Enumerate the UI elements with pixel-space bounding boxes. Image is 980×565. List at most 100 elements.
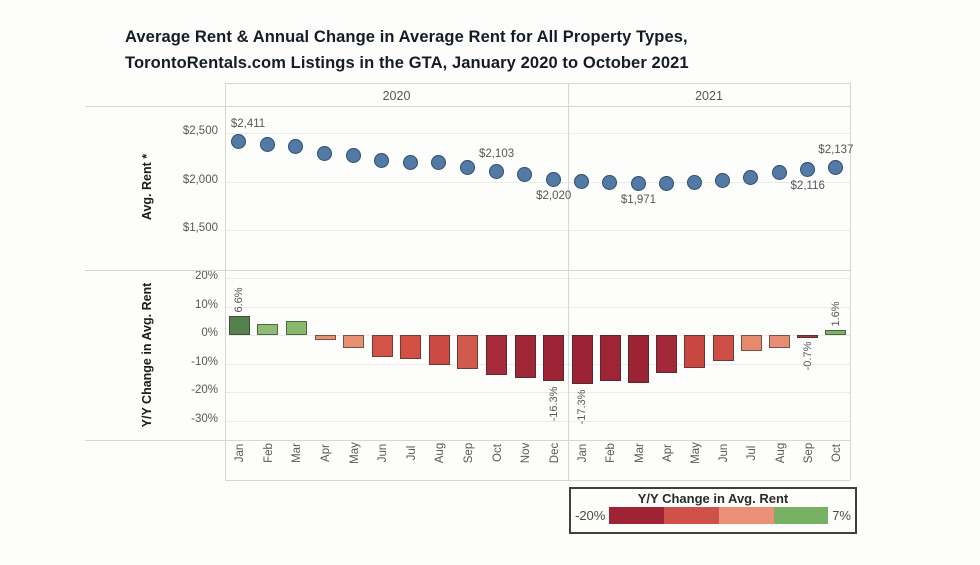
rent-point[interactable] [715, 172, 731, 188]
month-tick-label: Feb [605, 443, 618, 464]
gridline [225, 392, 850, 393]
bar-value-label: 6.6% [233, 287, 246, 313]
rent-point[interactable] [345, 148, 361, 164]
yoy-axis-tick-label: 10% [194, 298, 218, 311]
rent-point[interactable] [743, 170, 759, 186]
yoy-bar[interactable] [599, 335, 621, 381]
yoy-bar[interactable] [769, 335, 790, 348]
yoy-bar[interactable] [825, 330, 847, 335]
panel-border [85, 106, 850, 107]
month-tick-label: Sep [462, 443, 475, 464]
gridline [225, 306, 850, 308]
legend-title: Y/Y Change in Avg. Rent [637, 491, 789, 506]
month-tick-label: Feb [262, 443, 275, 464]
rent-point[interactable] [827, 160, 843, 176]
rent-point[interactable] [488, 163, 504, 179]
rent-point[interactable] [459, 160, 475, 176]
panel-border [225, 83, 226, 480]
rent-point[interactable] [259, 137, 275, 153]
yoy-bar[interactable] [257, 324, 279, 335]
yoy-bar[interactable] [400, 335, 422, 359]
point-value-label: $2,103 [478, 147, 515, 160]
month-tick-label: Oct [491, 444, 504, 463]
rent-point[interactable] [517, 167, 533, 183]
yoy-bar[interactable] [285, 321, 307, 335]
year-header-2021: 2021 [695, 89, 723, 103]
yoy-bar[interactable] [543, 335, 565, 382]
yoy-axis-tick-label: -10% [191, 355, 218, 368]
chart-title-line2: TorontoRentals.com Listings in the GTA, … [125, 54, 689, 72]
rent-point[interactable] [771, 164, 787, 180]
yoy-bar[interactable] [514, 335, 536, 379]
yoy-bar[interactable] [740, 335, 762, 352]
rent-point[interactable] [658, 175, 674, 191]
rent-point[interactable] [288, 138, 304, 154]
gridline [225, 363, 850, 365]
panel-border [850, 83, 851, 480]
yoy-bar[interactable] [571, 335, 593, 385]
bar-value-label: -17.3% [576, 389, 589, 425]
yoy-bar[interactable] [712, 335, 734, 362]
panel-border [225, 83, 850, 84]
yoy-bar[interactable] [656, 335, 678, 374]
rent-point[interactable] [686, 174, 702, 190]
month-tick-label: Sep [802, 443, 815, 464]
month-tick-label: Jun [377, 444, 390, 463]
yoy-bar[interactable] [684, 335, 706, 369]
bar-value-label: 1.6% [829, 301, 842, 327]
rent-axis-tick-label: $1,500 [182, 222, 218, 234]
legend-max-label: 7% [832, 508, 851, 523]
month-tick-label: May [689, 442, 702, 465]
rent-point[interactable] [431, 155, 447, 171]
rent-point[interactable] [231, 133, 247, 149]
yoy-bar[interactable] [797, 335, 819, 338]
rent-point[interactable] [374, 152, 390, 168]
rent-point[interactable] [799, 162, 815, 178]
yoy-bar[interactable] [628, 335, 649, 384]
chart-title: Average Rent & Annual Change in Average … [125, 24, 865, 76]
yoy-bar[interactable] [314, 335, 336, 340]
yoy-axis-tick-label: 20% [194, 270, 218, 282]
rent-axis-tick-label: $2,000 [182, 173, 218, 186]
rent-point[interactable] [602, 175, 618, 191]
color-legend: Y/Y Change in Avg. Rent -20% 7% [569, 487, 857, 534]
yoy-bar[interactable] [228, 316, 250, 335]
yoy-axis-tick-label: -30% [191, 412, 218, 425]
yoy-bar[interactable] [343, 335, 365, 348]
rent-point[interactable] [317, 146, 333, 162]
point-value-label: $2,411 [230, 117, 266, 130]
month-tick-label: Apr [320, 444, 333, 463]
yoy-bar[interactable] [457, 335, 479, 369]
point-value-label: $1,971 [620, 194, 657, 207]
point-value-label: $2,116 [790, 180, 825, 193]
panel-border [568, 83, 569, 480]
rent-point[interactable] [545, 171, 561, 187]
legend-gradient-segment [609, 507, 665, 524]
point-value-label: $2,020 [536, 189, 572, 202]
month-tick-label: Jul [746, 446, 759, 461]
rent-axis-tick-label: $2,500 [182, 125, 218, 137]
bar-value-label: -0.7% [801, 342, 814, 371]
gridline [225, 278, 850, 279]
yoy-axis-tick-label: -20% [191, 384, 218, 396]
legend-min-label: -20% [575, 508, 606, 523]
legend-gradient-segment [664, 507, 719, 524]
month-tick-label: Apr [661, 444, 674, 463]
legend-gradient-bar[interactable] [609, 507, 829, 524]
yoy-bar[interactable] [486, 335, 508, 375]
rent-point[interactable] [574, 174, 590, 190]
month-tick-label: Aug [434, 443, 447, 464]
month-tick-label: Aug [774, 443, 787, 464]
month-tick-label: Jul [405, 446, 418, 461]
rent-point[interactable] [402, 155, 418, 171]
panel-border [225, 480, 850, 481]
gridline [225, 181, 850, 183]
month-tick-label: May [348, 442, 361, 465]
rent-axis-title: Avg. Rent * [140, 153, 154, 221]
yoy-bar[interactable] [371, 335, 393, 357]
rent-point[interactable] [630, 176, 646, 192]
gridline [225, 335, 850, 336]
yoy-bar[interactable] [428, 335, 450, 366]
yoy-axis-tick-label: 0% [201, 327, 218, 339]
